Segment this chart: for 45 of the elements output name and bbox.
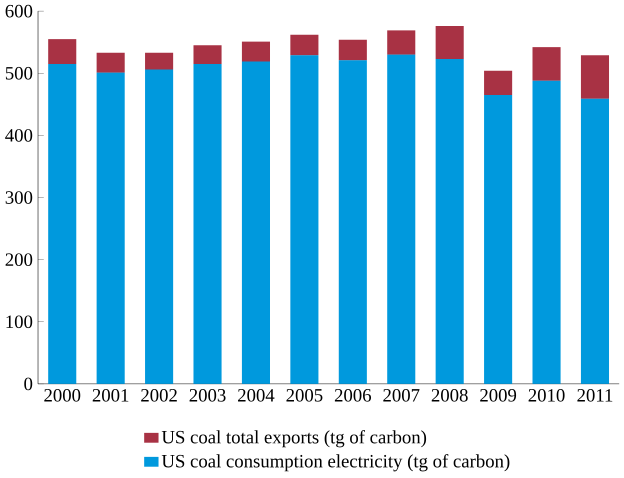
x-tick-label: 2000 xyxy=(44,388,80,402)
bar xyxy=(532,47,561,81)
y-tick-label: 200 xyxy=(6,253,32,266)
bar xyxy=(145,52,174,70)
bar xyxy=(96,52,125,73)
y-tick-label: 500 xyxy=(6,66,32,80)
bar xyxy=(96,72,125,384)
bar xyxy=(242,42,270,62)
x-tick-label: 2001 xyxy=(92,388,128,402)
bar xyxy=(290,34,318,56)
x-tick-label: 2004 xyxy=(238,388,274,402)
legend-label: US coal total exports (tg of carbon) xyxy=(162,430,426,448)
bar xyxy=(193,64,222,384)
bar xyxy=(338,60,367,384)
y-tick-label: 300 xyxy=(6,191,32,204)
legend-label: US coal consumption electricity (tg of carbon) xyxy=(162,454,510,472)
bar xyxy=(580,55,610,99)
y-tick-label: 0 xyxy=(24,378,32,390)
y-tick-label: 100 xyxy=(6,315,32,328)
bar xyxy=(338,40,367,60)
y-tick-label: 400 xyxy=(5,129,32,142)
bar xyxy=(484,94,512,384)
x-tick-label: 2007 xyxy=(383,388,420,402)
bar xyxy=(436,58,464,384)
bar xyxy=(387,30,416,55)
bar xyxy=(484,70,512,95)
x-tick-label: 2008 xyxy=(432,388,468,402)
bar xyxy=(48,64,76,384)
bar xyxy=(193,45,222,64)
x-tick-label: 2011 xyxy=(577,388,612,402)
bar xyxy=(436,26,464,59)
x-tick-label: 2009 xyxy=(480,388,516,402)
x-tick-label: 2002 xyxy=(141,388,177,402)
bar xyxy=(532,80,561,384)
x-tick-label: 2005 xyxy=(286,388,322,402)
bar xyxy=(580,98,610,384)
y-tick-label: 600 xyxy=(6,4,32,18)
bar xyxy=(242,61,270,384)
bar xyxy=(290,55,318,384)
bar xyxy=(387,54,416,384)
bar xyxy=(48,39,76,64)
x-tick-label: 2006 xyxy=(334,388,372,402)
x-tick-label: 2003 xyxy=(190,388,226,402)
bar xyxy=(145,69,174,384)
x-tick-label: 2010 xyxy=(528,388,565,402)
